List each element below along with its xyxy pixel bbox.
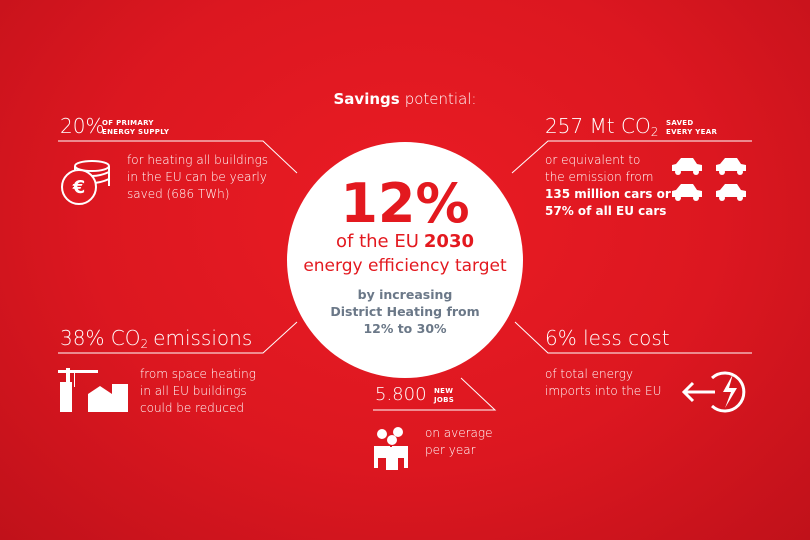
tag-line: ENERGY SUPPLY xyxy=(102,128,170,136)
headline: 257 Mt CO2 xyxy=(545,114,658,139)
center-circle xyxy=(287,142,523,378)
buildings-icon xyxy=(58,368,128,412)
center-line1-pre: of the EU xyxy=(336,231,419,252)
text: or equivalent to the emission from 135 m… xyxy=(545,152,671,220)
text: from space heating in all EU buildings c… xyxy=(140,366,256,417)
text-line: or equivalent to xyxy=(545,153,641,167)
center-line1-bold: 2030 xyxy=(423,231,474,252)
center-sub: by increasing District Heating from 12% … xyxy=(287,286,523,337)
text: for heating all buildings in the EU can … xyxy=(127,152,268,203)
tag: NEW JOBS xyxy=(434,387,454,405)
text-line: 57% of all EU cars xyxy=(545,204,667,218)
tag: SAVED EVERY YEAR xyxy=(666,119,717,137)
coins-icon xyxy=(61,160,110,205)
text-line: could be reduced xyxy=(140,401,244,415)
text-line: District Heating from xyxy=(330,304,480,319)
connector xyxy=(373,377,497,411)
headline-sub: 2 xyxy=(140,337,149,351)
connector xyxy=(511,140,752,174)
headline: 38% CO2 emissions xyxy=(60,326,252,351)
headline-main: 38% CO xyxy=(60,326,141,350)
tag-line: OF PRIMARY xyxy=(102,119,154,127)
headline: 20% xyxy=(60,114,105,138)
text-line: 12% to 30% xyxy=(363,321,447,336)
tag-line: SAVED xyxy=(666,119,694,127)
text: of total energy imports into the EU xyxy=(545,366,661,400)
text: on average per year xyxy=(425,425,492,459)
tag-line: NEW xyxy=(434,387,454,395)
text-line: the emission from xyxy=(545,170,654,184)
headline-main: 257 Mt CO xyxy=(545,114,651,138)
headline: 5.800 xyxy=(375,384,427,405)
text-line: by increasing xyxy=(357,287,453,302)
center-big: 12% xyxy=(340,172,470,235)
text-line: of total energy xyxy=(545,367,634,381)
center-line2: energy efficiency target xyxy=(303,256,507,276)
people-icon xyxy=(374,427,408,470)
headline-sub: 2 xyxy=(650,125,659,139)
text-line: from space heating xyxy=(140,367,256,381)
tag-line: EVERY YEAR xyxy=(666,128,718,136)
connector xyxy=(58,140,298,174)
text-line: 135 million cars or xyxy=(545,187,671,201)
text-line: for heating all buildings xyxy=(127,153,269,167)
text-line: in all EU buildings xyxy=(140,384,247,398)
coin-symbol: € xyxy=(72,177,86,198)
headline: 6% less cost xyxy=(545,326,670,350)
text-line: in the EU can be yearly xyxy=(127,170,267,184)
cars-icon xyxy=(672,158,746,201)
heading-rest: potential: xyxy=(404,90,477,108)
energy-import-icon xyxy=(681,371,746,413)
tag: OF PRIMARY ENERGY SUPPLY xyxy=(102,119,169,137)
text-line: saved (686 TWh) xyxy=(127,187,230,201)
heading: Savings potential: xyxy=(0,90,810,108)
connector xyxy=(58,321,298,354)
text-line: on average xyxy=(425,426,493,440)
text-line: imports into the EU xyxy=(545,384,662,398)
heading-bold: Savings xyxy=(333,90,400,108)
text-line: per year xyxy=(425,443,476,457)
center-line1: of the EU 2030 xyxy=(287,231,523,252)
headline-rest: emissions xyxy=(153,326,253,350)
connector xyxy=(514,321,752,354)
tag-line: JOBS xyxy=(434,396,455,404)
